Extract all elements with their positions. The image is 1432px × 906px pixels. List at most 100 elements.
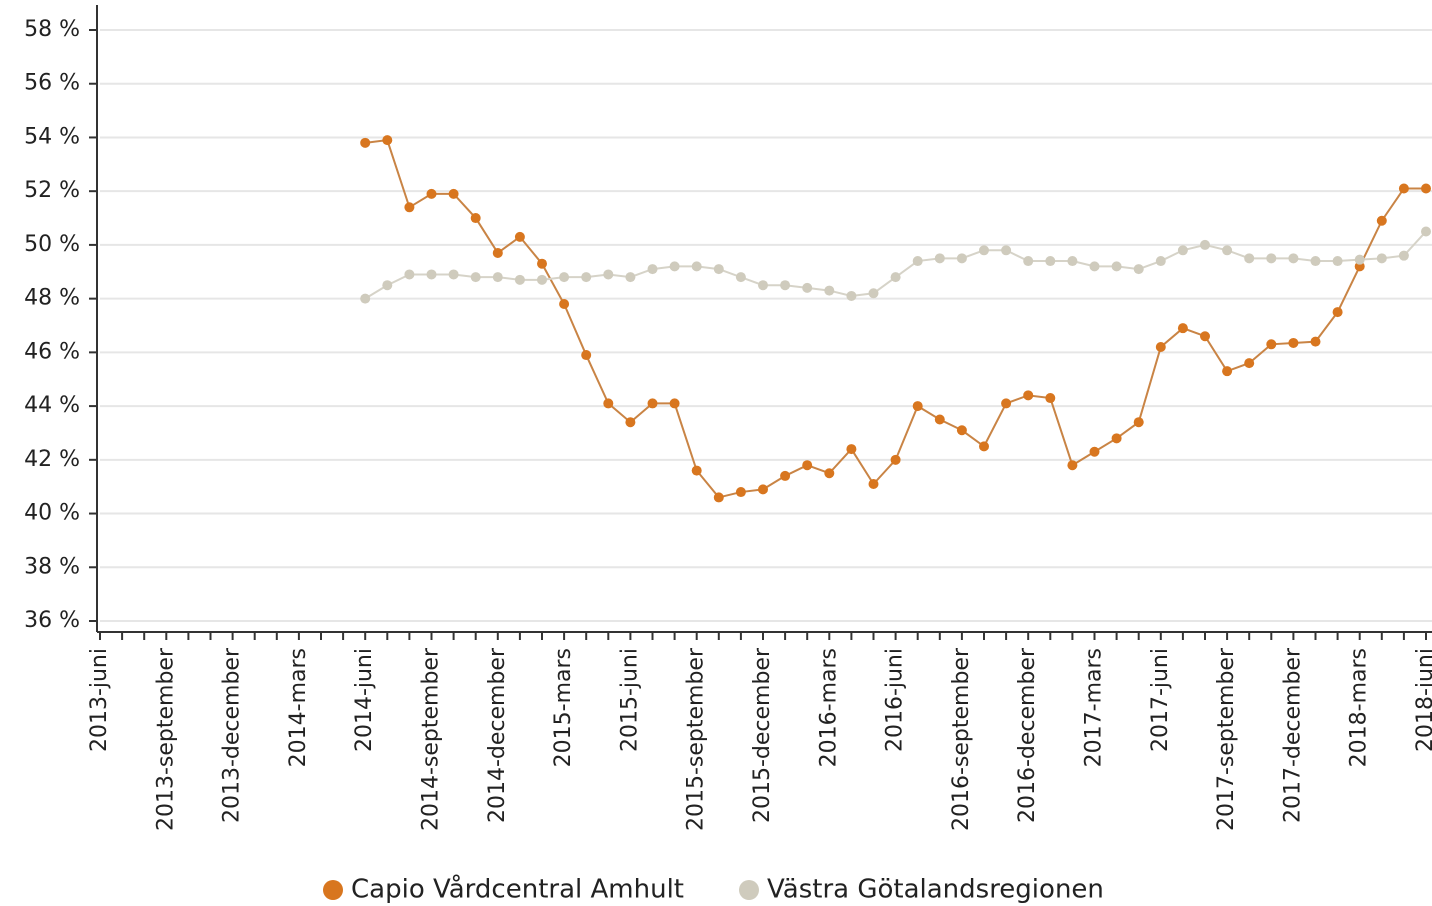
data-point	[868, 288, 879, 299]
y-tick-label: 44 %	[24, 393, 80, 418]
data-point	[780, 280, 791, 291]
x-tick-label: 2017-september	[1214, 647, 1239, 831]
x-tick-label: 2016-mars	[816, 648, 841, 767]
data-point	[1244, 253, 1255, 264]
data-point	[890, 272, 901, 283]
data-point	[1398, 183, 1409, 194]
data-point	[382, 280, 393, 291]
x-tick-label: 2014-december	[485, 647, 510, 823]
series-line	[365, 139, 1426, 499]
data-point	[448, 269, 459, 280]
data-point	[1045, 393, 1056, 404]
x-tick-label: 2018-mars	[1347, 648, 1372, 767]
data-point	[514, 274, 525, 285]
data-point	[1421, 183, 1431, 194]
data-point	[802, 282, 813, 293]
data-point	[1376, 253, 1387, 264]
x-tick-label: 2016-december	[1015, 647, 1040, 823]
data-point	[1177, 323, 1188, 334]
data-point	[1354, 254, 1365, 265]
data-point	[979, 441, 989, 452]
y-tick-label: 52 %	[24, 178, 80, 203]
x-tick-label: 2018-juni	[1413, 648, 1432, 752]
data-point	[691, 261, 702, 272]
data-point	[713, 264, 724, 275]
data-point	[934, 253, 945, 264]
data-point	[912, 401, 923, 412]
data-point	[824, 468, 835, 479]
data-point	[537, 274, 547, 285]
data-point	[1067, 460, 1078, 471]
data-point	[1376, 215, 1387, 226]
data-point	[1244, 358, 1255, 369]
x-tick-label: 2014-september	[419, 647, 444, 831]
y-tick-label: 58 %	[24, 17, 80, 42]
data-point	[912, 256, 923, 267]
y-tick-label: 54 %	[24, 124, 80, 149]
data-point	[1222, 366, 1233, 377]
data-point	[802, 460, 813, 471]
data-point	[1266, 339, 1277, 350]
x-tick-label: 2015-september	[684, 647, 709, 831]
x-tick-label: 2013-juni	[87, 648, 112, 752]
data-point	[1155, 341, 1166, 352]
data-point	[669, 261, 680, 272]
y-tick-label: 48 %	[24, 286, 80, 311]
data-point	[492, 272, 503, 283]
data-point	[846, 290, 857, 301]
data-point	[382, 135, 393, 146]
x-tick-label: 2017-december	[1280, 647, 1305, 823]
y-tick-label: 50 %	[24, 232, 80, 257]
data-point	[448, 188, 459, 199]
data-point	[956, 425, 967, 436]
data-point	[1089, 446, 1100, 457]
data-point	[360, 137, 371, 148]
data-point	[360, 293, 371, 304]
data-point	[514, 231, 525, 242]
data-point	[470, 213, 481, 224]
data-point	[735, 272, 746, 283]
y-tick-label: 46 %	[24, 339, 80, 364]
data-point	[890, 454, 901, 465]
data-point	[691, 465, 702, 476]
data-point	[559, 272, 570, 283]
x-tick-label: 2015-mars	[551, 648, 576, 767]
data-point	[1133, 264, 1144, 275]
y-tick-label: 40 %	[24, 501, 80, 526]
data-point	[426, 269, 437, 280]
data-point	[426, 188, 437, 199]
data-point	[868, 478, 879, 489]
legend-label: Capio Vårdcentral Amhult	[351, 874, 684, 905]
data-point	[934, 414, 945, 425]
data-point	[1200, 239, 1210, 250]
data-point	[669, 398, 680, 409]
y-tick-label: 38 %	[24, 554, 80, 579]
data-point	[1332, 307, 1343, 318]
data-point	[647, 264, 658, 275]
data-point	[1133, 417, 1144, 428]
legend-marker	[323, 880, 343, 900]
legend-marker	[739, 880, 759, 900]
x-tick-label: 2017-mars	[1082, 648, 1107, 767]
data-point	[537, 258, 547, 269]
legend-label: Västra Götalandsregionen	[767, 875, 1104, 905]
data-point	[1001, 245, 1012, 256]
data-point	[603, 398, 614, 409]
x-tick-label: 2014-mars	[286, 648, 311, 767]
y-tick-label: 42 %	[24, 447, 80, 472]
data-point	[1288, 337, 1299, 348]
x-tick-label: 2013-september	[153, 647, 178, 831]
data-point	[1111, 433, 1122, 444]
data-point	[1398, 250, 1409, 261]
data-point	[979, 245, 989, 256]
data-point	[1001, 398, 1012, 409]
x-tick-label: 2015-december	[750, 647, 775, 823]
data-point	[647, 398, 658, 409]
data-point	[735, 487, 746, 498]
data-point	[1111, 261, 1122, 272]
data-point	[625, 272, 636, 283]
data-point	[1266, 253, 1277, 264]
data-point	[1421, 226, 1431, 237]
data-point	[581, 272, 592, 283]
